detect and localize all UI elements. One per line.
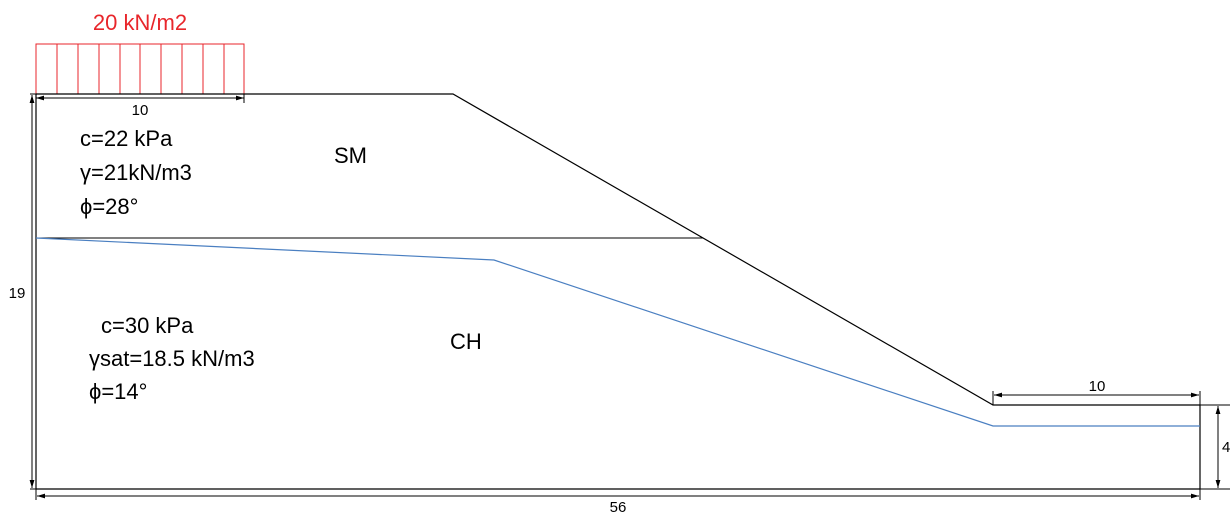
water-table-line [35, 237, 1200, 427]
height-label: 19 [9, 285, 26, 302]
upper-cohesion: c=22 kPa [80, 126, 173, 151]
load-width-label: 10 [132, 102, 149, 119]
load-label: 20 kN/m2 [93, 10, 187, 35]
upper-unit-weight: γ=21kN/m3 [80, 160, 192, 185]
upper-friction-angle: ϕ=28° [80, 194, 138, 219]
toe-width-label: 10 [1089, 378, 1106, 395]
toe-height-dimension [1200, 404, 1230, 490]
total-width-dimension [35, 489, 1201, 500]
total-width-label: 56 [610, 499, 627, 516]
lower-cohesion: c=30 kPa [101, 313, 194, 338]
distributed-load [35, 43, 245, 95]
slope-profile [36, 93, 1201, 489]
upper-layer-name: SM [334, 143, 367, 168]
lower-friction-angle: ϕ=14° [89, 379, 147, 404]
lower-layer-name: CH [450, 329, 482, 354]
load-width-dimension [36, 94, 245, 103]
lower-unit-weight: γsat=18.5 kN/m3 [89, 346, 255, 371]
height-dimension [29, 93, 36, 490]
toe-height-label: 4 [1222, 439, 1230, 456]
toe-width-dimension [992, 391, 1201, 405]
